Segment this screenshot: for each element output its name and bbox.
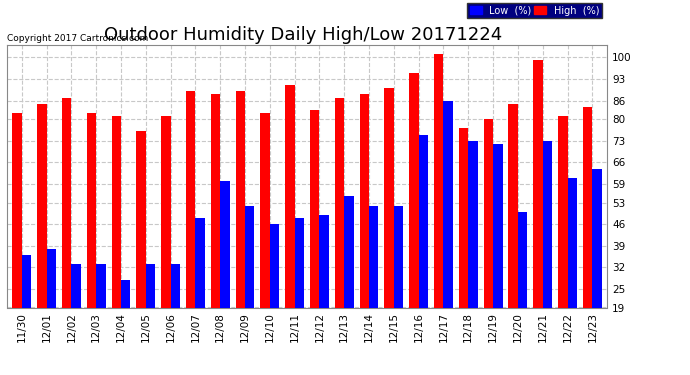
Bar [112, 116, 121, 366]
Bar [493, 144, 502, 366]
Bar [359, 94, 369, 366]
Text: Copyright 2017 Cartronics.com: Copyright 2017 Cartronics.com [7, 34, 148, 43]
Bar [394, 206, 403, 366]
Bar [37, 104, 47, 366]
Bar [186, 92, 195, 366]
Bar [558, 116, 567, 366]
Bar [419, 135, 428, 366]
Bar [335, 98, 344, 366]
Bar [469, 141, 477, 366]
Bar [567, 178, 577, 366]
Bar [543, 141, 552, 366]
Bar [71, 264, 81, 366]
Bar [344, 196, 354, 366]
Bar [245, 206, 255, 366]
Bar [96, 264, 106, 366]
Bar [319, 215, 329, 366]
Bar [220, 181, 230, 366]
Bar [592, 168, 602, 366]
Bar [161, 116, 170, 366]
Bar [384, 88, 394, 366]
Bar [137, 132, 146, 366]
Bar [295, 218, 304, 366]
Bar [509, 104, 518, 366]
Bar [369, 206, 379, 366]
Bar [62, 98, 71, 366]
Bar [310, 110, 319, 366]
Bar [22, 255, 31, 366]
Bar [270, 224, 279, 366]
Bar [146, 264, 155, 366]
Bar [518, 212, 527, 366]
Bar [583, 107, 592, 366]
Bar [121, 280, 130, 366]
Text: Outdoor Humidity Daily High/Low 20171224: Outdoor Humidity Daily High/Low 20171224 [104, 26, 503, 44]
Bar [285, 85, 295, 366]
Bar [444, 100, 453, 366]
Bar [235, 92, 245, 366]
Bar [211, 94, 220, 366]
Bar [260, 113, 270, 366]
Bar [195, 218, 205, 366]
Legend: Low  (%), High  (%): Low (%), High (%) [467, 3, 602, 18]
Bar [87, 113, 96, 366]
Bar [484, 119, 493, 366]
Bar [47, 249, 56, 366]
Bar [170, 264, 180, 366]
Bar [409, 73, 419, 366]
Bar [434, 54, 444, 366]
Bar [459, 128, 469, 366]
Bar [12, 113, 22, 366]
Bar [533, 60, 543, 366]
